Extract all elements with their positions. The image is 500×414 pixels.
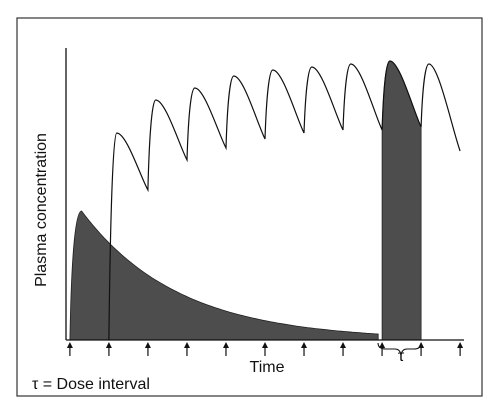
y-axis-label: Plasma concentration: [33, 133, 50, 287]
dose-arrow: [457, 342, 464, 356]
dose-arrow: [262, 342, 268, 356]
dose-arrow: [340, 342, 346, 356]
dose-interval-note: τ = Dose interval: [32, 376, 150, 393]
dose-arrow: [184, 342, 190, 356]
multiple-dose-curve: [108, 60, 461, 341]
dose-arrow: [105, 342, 112, 356]
interval-brace: [377, 342, 422, 356]
dose-arrow: [301, 342, 307, 356]
dose-arrow: [144, 342, 151, 356]
x-axis-label: Time: [250, 359, 285, 376]
dose-arrow: [379, 342, 386, 356]
single-dose-shaded-area: [69, 210, 379, 341]
dose-arrow: [223, 342, 229, 356]
interval-label: τ: [398, 348, 405, 365]
dose-arrow: [66, 342, 73, 356]
